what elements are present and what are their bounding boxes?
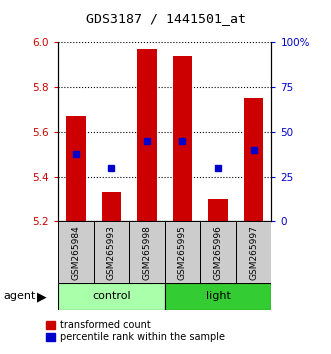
Text: GSM265984: GSM265984 [71, 225, 80, 280]
Text: GDS3187 / 1441501_at: GDS3187 / 1441501_at [85, 12, 246, 25]
Text: GSM265997: GSM265997 [249, 225, 258, 280]
Bar [165, 283, 271, 310]
Text: agent: agent [3, 291, 36, 302]
Text: ▶: ▶ [36, 290, 46, 303]
Bar [102, 192, 121, 221]
Text: GSM265995: GSM265995 [178, 225, 187, 280]
Bar [66, 116, 85, 221]
Bar [58, 221, 93, 283]
Bar [244, 98, 263, 221]
Bar [93, 221, 129, 283]
Text: GSM265996: GSM265996 [213, 225, 222, 280]
Bar [137, 49, 157, 221]
Text: light: light [206, 291, 230, 302]
Text: GSM265998: GSM265998 [142, 225, 151, 280]
Legend: transformed count, percentile rank within the sample: transformed count, percentile rank withi… [46, 320, 225, 342]
Bar [129, 221, 165, 283]
Bar [200, 221, 236, 283]
Bar [58, 283, 165, 310]
Bar [208, 199, 228, 221]
Bar [173, 56, 192, 221]
Text: control: control [92, 291, 131, 302]
Bar [165, 221, 200, 283]
Bar [236, 221, 271, 283]
Text: GSM265993: GSM265993 [107, 225, 116, 280]
